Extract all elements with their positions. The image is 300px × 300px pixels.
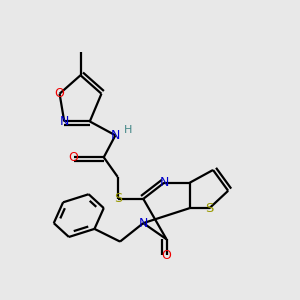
Text: N: N	[59, 115, 69, 128]
Text: O: O	[55, 87, 64, 100]
Text: N: N	[160, 176, 169, 189]
Text: O: O	[162, 249, 172, 262]
Text: N: N	[111, 129, 120, 142]
Text: N: N	[139, 217, 148, 230]
Text: H: H	[124, 124, 132, 135]
Text: S: S	[114, 192, 122, 206]
Text: O: O	[69, 151, 79, 164]
Text: S: S	[206, 202, 214, 214]
